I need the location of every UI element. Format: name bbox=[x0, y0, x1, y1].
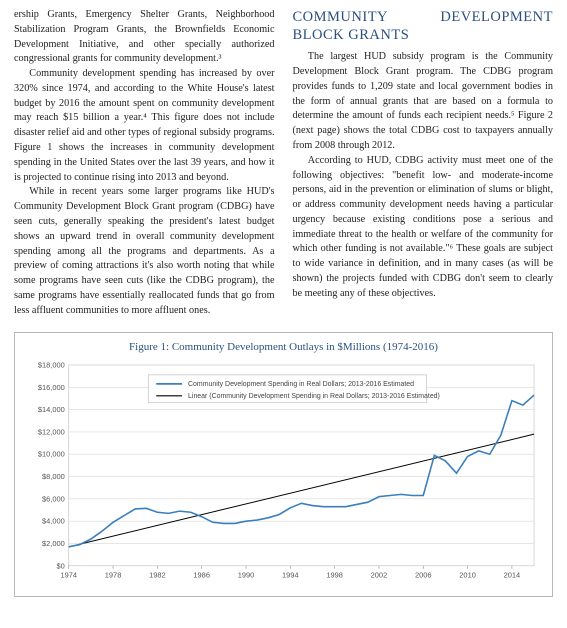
left-p2: Community development spending has incre… bbox=[14, 67, 275, 185]
figure-1: Figure 1: Community Development Outlays … bbox=[14, 332, 553, 597]
svg-text:2010: 2010 bbox=[459, 571, 476, 580]
svg-text:1978: 1978 bbox=[105, 571, 122, 580]
svg-text:$12,000: $12,000 bbox=[38, 428, 65, 437]
right-column: COMMUNITY DEVELOPMENT BLOCK GRANTS The l… bbox=[293, 8, 554, 318]
svg-text:1974: 1974 bbox=[60, 571, 77, 580]
svg-text:Community Development Spending: Community Development Spending in Real D… bbox=[188, 381, 414, 388]
svg-text:1998: 1998 bbox=[326, 571, 343, 580]
svg-text:$16,000: $16,000 bbox=[38, 383, 65, 392]
svg-text:2014: 2014 bbox=[504, 571, 521, 580]
right-p1: The largest HUD subsidy program is the C… bbox=[293, 50, 554, 153]
svg-text:2006: 2006 bbox=[415, 571, 432, 580]
svg-text:$8,000: $8,000 bbox=[42, 472, 65, 481]
svg-text:$18,000: $18,000 bbox=[38, 361, 65, 370]
left-p3: While in recent years some larger progra… bbox=[14, 185, 275, 318]
right-p2: According to HUD, CDBG activity must mee… bbox=[293, 154, 554, 302]
line-chart: $0 $2,000 $4,000 $6,000 $8,000 $10,000 $12,000… bbox=[25, 359, 542, 588]
left-p1: ership Grants, Emergency Shelter Grants,… bbox=[14, 8, 275, 67]
svg-text:2002: 2002 bbox=[371, 571, 388, 580]
left-column: ership Grants, Emergency Shelter Grants,… bbox=[14, 8, 275, 318]
svg-text:1990: 1990 bbox=[238, 571, 255, 580]
svg-text:$4,000: $4,000 bbox=[42, 517, 65, 526]
chart-wrap: $0 $2,000 $4,000 $6,000 $8,000 $10,000 $12,000… bbox=[25, 359, 542, 588]
figure-title: Figure 1: Community Development Outlays … bbox=[25, 341, 542, 353]
svg-text:1982: 1982 bbox=[149, 571, 166, 580]
svg-text:Linear (Community Development: Linear (Community Development Spending i… bbox=[188, 393, 440, 400]
svg-text:$0: $0 bbox=[56, 562, 64, 571]
svg-text:$14,000: $14,000 bbox=[38, 405, 65, 414]
svg-text:$2,000: $2,000 bbox=[42, 539, 65, 548]
svg-text:$10,000: $10,000 bbox=[38, 450, 65, 459]
section-heading: COMMUNITY DEVELOPMENT BLOCK GRANTS bbox=[293, 8, 554, 44]
svg-text:$6,000: $6,000 bbox=[42, 495, 65, 504]
svg-text:1986: 1986 bbox=[193, 571, 210, 580]
svg-text:1994: 1994 bbox=[282, 571, 299, 580]
